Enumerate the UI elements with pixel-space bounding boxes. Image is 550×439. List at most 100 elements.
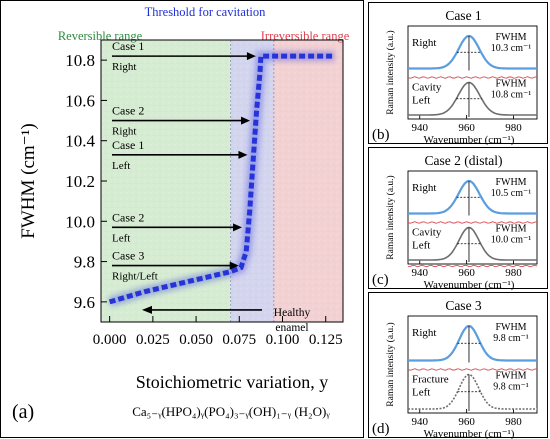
spectrum-x-tick-label-2: 980	[505, 267, 522, 279]
panel-a: Threshold for cavitation Reversible rang…	[0, 0, 364, 438]
fwhm-value-2: 9.8 cm⁻¹	[493, 382, 529, 393]
annotation-2-arrowhead	[241, 116, 251, 125]
fwhm-value-2: 10.0 cm⁻¹	[491, 235, 532, 246]
y-tick-label-2: 10.0	[65, 212, 95, 231]
panel-title: Case 1	[445, 8, 481, 23]
fwhm-value-1: 9.8 cm⁻¹	[493, 333, 529, 344]
fwhm-curve	[108, 51, 335, 307]
fwhm-value-2: 10.8 cm⁻¹	[491, 90, 532, 101]
annotation-2-sublabel: Right	[112, 126, 136, 138]
x-axis-ticks: 0.000 0.025 0.050 0.075 0.100 0.125	[93, 316, 343, 348]
y-tick-label-5: 10.6	[65, 91, 95, 110]
spectrum-axes	[407, 170, 538, 265]
spectrum-x-tick-label-0: 940	[411, 267, 428, 279]
panel-label: (d)	[372, 421, 390, 437]
annotation-healthy-sublabel: enamel	[275, 322, 308, 334]
y-tick-label-4: 10.4	[65, 132, 95, 151]
panel-label: (b)	[372, 127, 390, 143]
panel-label-a: (a)	[12, 401, 34, 423]
irreversible-range-label: Irreversible range	[261, 29, 350, 43]
annotation-5-sublabel: Right/Left	[112, 271, 158, 283]
spectrum-x-tick-label-1: 960	[458, 122, 475, 134]
spectrum-label-2-2: Left	[412, 240, 430, 252]
fwhm-label-2: FWHM	[495, 79, 526, 90]
fwhm-label-1: FWHM	[495, 32, 526, 43]
annotation-1-arrowhead	[246, 52, 256, 61]
spectrum-x-label: Wavenumber (cm⁻¹)	[423, 134, 514, 146]
spectrum-y-label: Raman intensity (a.u.)	[385, 175, 396, 259]
panel-c: Case 2 (distal) Raman intensity (a.u.) 940…	[368, 147, 548, 291]
chemical-formula: Ca₅₋ᵧ(HPO₄)ᵧ(PO₄)₃₋ᵧ(OH)₁₋ᵧ (H₂O)ᵧ	[132, 404, 330, 420]
annotation-5-label: Case 3	[112, 249, 144, 263]
spectrum-label-1-1: Right	[412, 327, 436, 339]
y-tick-label-3: 10.2	[65, 172, 95, 191]
curve-line	[108, 53, 335, 305]
annotation-1-sublabel: Right	[112, 61, 136, 73]
spectrum-curve-1	[408, 324, 537, 362]
x-axis-label: Stoichiometric variation, y	[136, 372, 328, 392]
spectrum-x-tick-label-2: 980	[505, 416, 522, 428]
annotation-3-sublabel: Left	[112, 160, 130, 172]
x-tick-label-4: 0.100	[266, 332, 300, 348]
y-axis-ticks: 9.6 9.8 10.0 10.2 10.4 10.6 10.8	[65, 51, 107, 312]
spectrum-label-1-1: Right	[412, 182, 436, 194]
annotation-1-label: Case 1	[112, 39, 144, 53]
x-tick-label-3: 0.075	[222, 332, 256, 348]
spectrum-x-tick-label-0: 940	[411, 122, 428, 134]
spectrum-label-2-2: Left	[412, 95, 430, 107]
fwhm-label-2: FWHM	[495, 224, 526, 235]
cavitation-threshold-label: Threshold for cavitation	[145, 5, 267, 19]
y-tick-label-0: 9.6	[74, 293, 95, 312]
spectrum-curve-1	[408, 34, 537, 70]
panel-title: Case 2 (distal)	[425, 153, 503, 168]
annotation-3-label: Case 1	[112, 138, 144, 152]
spectrum-x-tick-label-1: 960	[458, 416, 475, 428]
residual-line-1	[407, 368, 538, 371]
annotation-healthy-label: Healthy	[274, 307, 311, 319]
y-tick-label-6: 10.8	[65, 51, 95, 70]
annotation-healthy-arrowhead	[142, 305, 152, 314]
y-tick-label-1: 9.8	[74, 253, 95, 272]
panel-label: (c)	[372, 272, 389, 288]
y-axis-label: FWHM (cm⁻¹)	[18, 123, 39, 238]
spectrum-label-2-1: Fracture	[412, 374, 449, 386]
spectrum-x-tick-label-2: 980	[505, 122, 522, 134]
panel-title: Case 3	[445, 298, 482, 313]
spectrum-y-label: Raman intensity (a.u.)	[385, 30, 396, 114]
spectrum-label-2-1: Cavity	[412, 82, 442, 94]
x-tick-label-1: 0.025	[136, 332, 170, 348]
fwhm-label-1: FWHM	[495, 322, 526, 333]
spectrum-label-1-1: Right	[412, 37, 436, 49]
spectrum-label-2-2: Left	[412, 387, 430, 399]
spectrum-axes	[407, 25, 538, 120]
fwhm-label-2: FWHM	[495, 371, 526, 382]
spectrum-curve-2	[408, 81, 537, 116]
fwhm-value-1: 10.3 cm⁻¹	[491, 43, 532, 54]
annotation-4-label: Case 2	[112, 210, 144, 224]
x-tick-label-2: 0.050	[179, 332, 213, 348]
fwhm-label-1: FWHM	[495, 177, 526, 188]
spectrum-x-label: Wavenumber (cm⁻¹)	[423, 279, 514, 291]
annotation-4-sublabel: Left	[112, 232, 130, 244]
annotation-5-arrowhead	[229, 261, 239, 270]
spectrum-y-label: Raman intensity (a.u.)	[385, 322, 396, 406]
panel-b: Case 1 Raman intensity (a.u.) 940 960 980Wav…	[368, 2, 548, 146]
residual-line-1	[407, 221, 538, 224]
spectrum-x-tick-label-1: 960	[458, 267, 475, 279]
spectrum-curve-2	[408, 226, 537, 261]
annotation-4-arrowhead	[233, 223, 243, 232]
panel-d: Case 3 Raman intensity (a.u.) 940 960 980Wav…	[368, 292, 548, 439]
spectrum-curve-1	[408, 179, 537, 215]
spectrum-label-2-1: Cavity	[412, 227, 442, 239]
spectrum-x-label: Wavenumber (cm⁻¹)	[423, 428, 514, 439]
spectrum-x-tick-label-0: 940	[411, 416, 428, 428]
annotation-3-arrowhead	[238, 150, 248, 159]
residual-line-1	[407, 76, 538, 79]
spectrum-axes	[407, 315, 538, 414]
fwhm-value-1: 10.5 cm⁻¹	[491, 188, 532, 199]
annotation-2-label: Case 2	[112, 104, 144, 118]
x-tick-label-5: 0.125	[309, 332, 343, 348]
